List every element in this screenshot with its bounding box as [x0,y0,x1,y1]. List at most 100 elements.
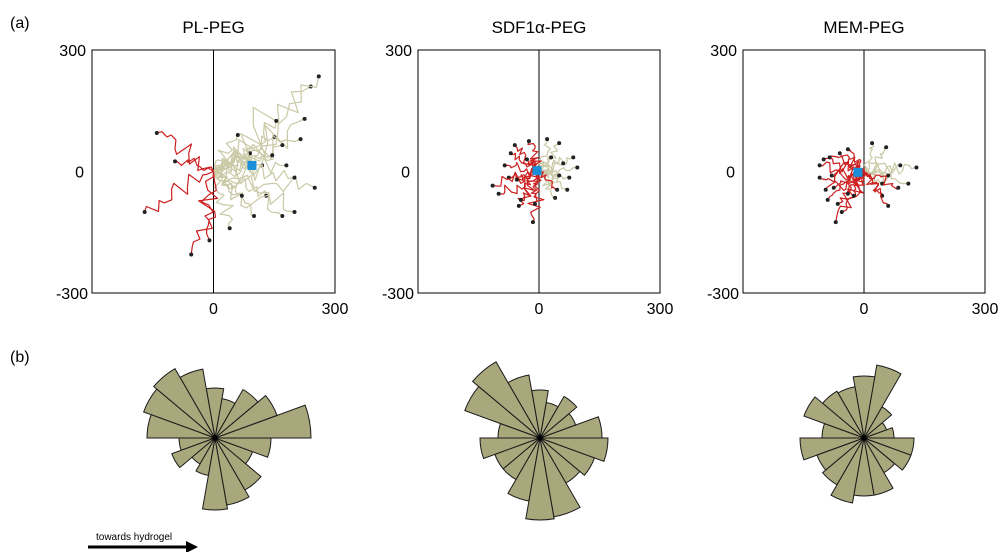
y-tick-min: -300 [56,286,88,303]
track-endpoint [284,163,289,168]
track-away [498,171,540,195]
track-endpoint [496,191,501,196]
track-endpoint [555,187,560,192]
track-endpoint [553,195,558,200]
track-endpoint [518,197,523,202]
track-toward [863,142,875,172]
track-toward [864,146,887,173]
track-toward [213,134,239,173]
track-endpoint [561,161,566,166]
track-endpoint [827,155,832,160]
track-endpoint [280,214,285,219]
track-endpoint [557,173,562,178]
track-endpoint [845,147,850,152]
track-endpoint [557,141,562,146]
y-tick-zero: 0 [726,165,735,182]
track-endpoint [154,131,159,136]
track-away [144,170,214,213]
track-endpoint [575,165,580,170]
rose-sector [214,437,272,458]
track-endpoint [884,145,889,150]
panel-label-a: (a) [10,15,30,32]
track-away [156,131,215,172]
rose-plot-3 [799,364,915,504]
track-endpoint [142,210,147,214]
rose-sector [539,437,609,462]
rose-sector [214,388,259,439]
rose-sector [525,437,555,521]
x-tick-zero: 0 [860,301,869,318]
track-endpoint [316,74,321,79]
track-endpoint [886,203,891,208]
y-tick-min: -300 [707,286,739,303]
rose-center [861,435,867,441]
track-toward [213,134,301,173]
x-tick-max: 300 [322,301,349,318]
track-endpoint [516,203,521,208]
track-away [853,171,866,197]
panel-title: SDF1α-PEG [492,18,587,37]
track-endpoint [207,238,212,243]
track-endpoint [870,141,875,146]
track-toward [213,164,295,185]
rose-plot-2 [464,361,609,521]
rose-center [537,435,543,441]
track-endpoint [549,155,554,160]
track-endpoint [514,177,519,182]
track-toward [213,170,255,217]
track-toward [212,171,234,229]
x-tick-zero: 0 [535,301,544,318]
rose-sector [863,364,902,439]
panel-label-b: (b) [10,349,30,366]
arrow-label: towards hydrogel [96,532,172,543]
rose-sector [152,368,216,439]
track-toward [538,142,560,173]
track-endpoint [906,181,911,186]
x-tick-max: 300 [647,301,674,318]
trajectory-panel-3: MEM-PEG 300 0 -300 0 300 [707,18,998,318]
track-away [174,157,214,172]
center-of-mass-marker [247,160,257,170]
rose-sector [471,361,541,439]
track-endpoint [565,187,570,192]
track-endpoint [235,133,240,138]
track-away [538,171,558,191]
track-toward [538,170,560,180]
rose-sector [464,385,541,439]
track-away [863,170,899,190]
track-endpoint [530,220,535,225]
rose-plot-1 [142,368,312,511]
track-endpoint [567,175,572,180]
track-away [827,171,865,201]
track-endpoint [239,193,244,198]
track-endpoint [896,185,901,190]
y-tick-min: -300 [382,286,414,303]
y-tick-zero: 0 [75,165,84,182]
track-away [190,171,219,255]
rose-sector [214,437,262,491]
track-endpoint [817,175,822,180]
track-endpoint [821,157,826,162]
track-away [527,171,545,223]
track-endpoint [837,151,842,156]
track-endpoint [823,187,828,192]
rose-sector [539,437,581,518]
rose-sector [214,437,250,506]
rose-sector [201,437,229,511]
rose-sector [863,437,915,456]
track-endpoint [835,201,840,206]
rose-center [212,435,218,441]
track-endpoint [886,173,891,178]
track-endpoint [270,153,275,158]
rose-sector [171,437,216,469]
track-endpoint [829,173,834,178]
rose-sector [214,404,312,439]
hydrogel-direction-arrow: towards hydrogel [88,532,198,552]
track-toward [212,171,283,217]
rose-sector [830,437,865,504]
track-endpoint [274,118,279,123]
track-endpoint [817,163,822,168]
y-tick-max: 300 [385,43,412,60]
track-away [863,171,889,207]
